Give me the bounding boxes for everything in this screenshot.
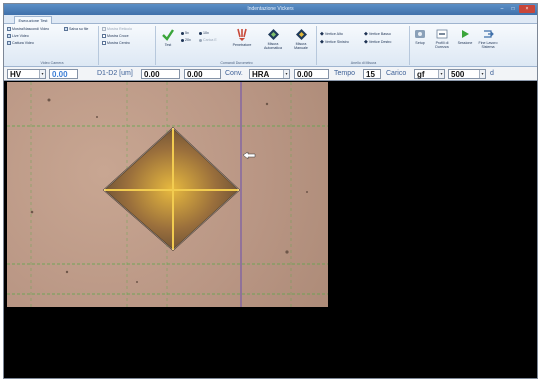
manual-measure-button[interactable]: Misura Manuale: [289, 28, 313, 50]
diamond-icon: ◆: [364, 39, 368, 45]
radio-icon: [181, 31, 184, 35]
live-video-item[interactable]: Live Video: [7, 34, 29, 38]
auto-measure-button[interactable]: Misura Automatica: [261, 28, 285, 50]
group-label-vertices: Anello di Misura: [350, 61, 377, 65]
trailing-label: d: [490, 70, 494, 77]
vertex-bottom-item[interactable]: ◆ Vertice Basso: [364, 31, 391, 37]
microscope-view[interactable]: [7, 82, 328, 307]
diamond-icon: ◆: [320, 39, 324, 45]
tab-esecuzione-test[interactable]: Esecuzione Test: [14, 16, 52, 24]
time-label: Tempo: [334, 70, 356, 77]
conv-label: Conv.: [225, 70, 243, 77]
group-commands: Test 5x 10x 20x Carica E Penetratore: [157, 26, 317, 65]
objective-5x[interactable]: 5x: [181, 31, 189, 35]
vertex-right-item[interactable]: ◆ Vertice Destro: [364, 39, 392, 45]
title-bar: Indentazione Vickers – □ ×: [4, 4, 537, 15]
profiles-button[interactable]: Profili di Durezza: [431, 28, 453, 49]
checkbox-icon: [102, 27, 106, 31]
profile-icon: [436, 29, 448, 39]
diamond-icon: ◆: [364, 31, 368, 37]
setup-icon: [415, 30, 425, 38]
penetrator-button[interactable]: Penetratore: [229, 28, 255, 47]
group-label-commands: Comandi Durometro: [220, 61, 253, 65]
session-button[interactable]: Sessione: [456, 28, 474, 45]
indentation-image: [7, 82, 328, 307]
close-button[interactable]: ×: [519, 5, 535, 13]
ribbon: Mostra/Nascondi Video Live Video Cattura…: [4, 24, 537, 67]
group-video: Mostra/Nascondi Video Live Video Cattura…: [6, 26, 99, 65]
radio-icon: [199, 31, 202, 35]
conv-scale-select[interactable]: HRA ▾: [249, 69, 290, 79]
chevron-down-icon: ▾: [39, 70, 45, 78]
group-vertices: ◆ Vertice Alto ◆ Vertice Sinistro ◆ Vertice…: [318, 26, 410, 65]
radio-icon: [181, 38, 184, 42]
vertex-top-item[interactable]: ◆ Vertice Alto: [320, 31, 343, 37]
session-play-icon: [462, 30, 469, 38]
chevron-down-icon: ▾: [438, 70, 444, 78]
group-display: Mostra Reticolo Mostra Croce Mostra Cent…: [100, 26, 156, 65]
group-label-video: Video Camera: [40, 61, 64, 65]
objective-20x[interactable]: 20x: [181, 38, 191, 42]
arrow-cursor-icon: [242, 151, 256, 160]
capture-icon: [7, 41, 11, 45]
setup-button[interactable]: Setup: [412, 28, 428, 45]
measurement-bar: HV ▾ 0.00 D1-D2 [um] 0.00 0.00 Conv. HRA…: [4, 67, 537, 81]
penetrator-icon: [237, 28, 247, 41]
auto-measure-icon: [267, 29, 279, 40]
test-button[interactable]: Test: [159, 28, 177, 47]
ribbon-tabs: Esecuzione Test: [4, 15, 537, 24]
radio-icon: [199, 38, 202, 42]
show-cross-item[interactable]: Mostra Croce: [102, 34, 129, 38]
save-icon: [64, 27, 68, 31]
d2-field[interactable]: 0.00: [184, 69, 221, 79]
show-center-item[interactable]: Mostra Centro: [102, 41, 130, 45]
objective-10x[interactable]: 10x: [199, 31, 209, 35]
scale-select[interactable]: HV ▾: [7, 69, 46, 79]
window-title: Indentazione Vickers: [247, 6, 294, 12]
maximize-button[interactable]: □: [511, 6, 515, 12]
hardness-value-field[interactable]: 0.00: [49, 69, 78, 79]
load-value-select[interactable]: 500 ▾: [448, 69, 486, 79]
load-label: Carico: [386, 70, 407, 77]
minimize-button[interactable]: –: [500, 6, 504, 12]
show-grid-item[interactable]: Mostra Reticolo: [102, 27, 132, 31]
exit-button[interactable]: Fine Lavoro Sistema: [477, 28, 499, 49]
d1-field[interactable]: 0.00: [141, 69, 180, 79]
save-file-item[interactable]: Salva su file: [64, 27, 88, 31]
checkbox-icon: [102, 41, 106, 45]
capture-video-item[interactable]: Cattura Video: [7, 41, 34, 45]
video-icon: [7, 27, 11, 31]
app-window: Indentazione Vickers – □ × Esecuzione Te…: [3, 3, 538, 379]
chevron-down-icon: ▾: [479, 70, 485, 78]
time-field[interactable]: 15: [363, 69, 381, 79]
objective-load[interactable]: Carica E: [199, 38, 217, 42]
conv-value-field[interactable]: 0.00: [294, 69, 329, 79]
diamond-icon: ◆: [320, 31, 324, 37]
d1-d2-label: D1-D2 [um]: [97, 70, 133, 77]
checkbox-icon: [102, 34, 106, 38]
show-video-item[interactable]: Mostra/Nascondi Video: [7, 27, 49, 31]
exit-icon: [484, 30, 494, 38]
vertex-left-item[interactable]: ◆ Vertice Sinistro: [320, 39, 349, 45]
load-unit-select[interactable]: gf ▾: [414, 69, 445, 79]
chevron-down-icon: ▾: [283, 70, 289, 78]
live-icon: [7, 34, 11, 38]
manual-measure-icon: [295, 29, 307, 40]
group-tools: Setup Profili di Durezza Sessione: [411, 26, 503, 65]
check-icon: [162, 29, 174, 41]
